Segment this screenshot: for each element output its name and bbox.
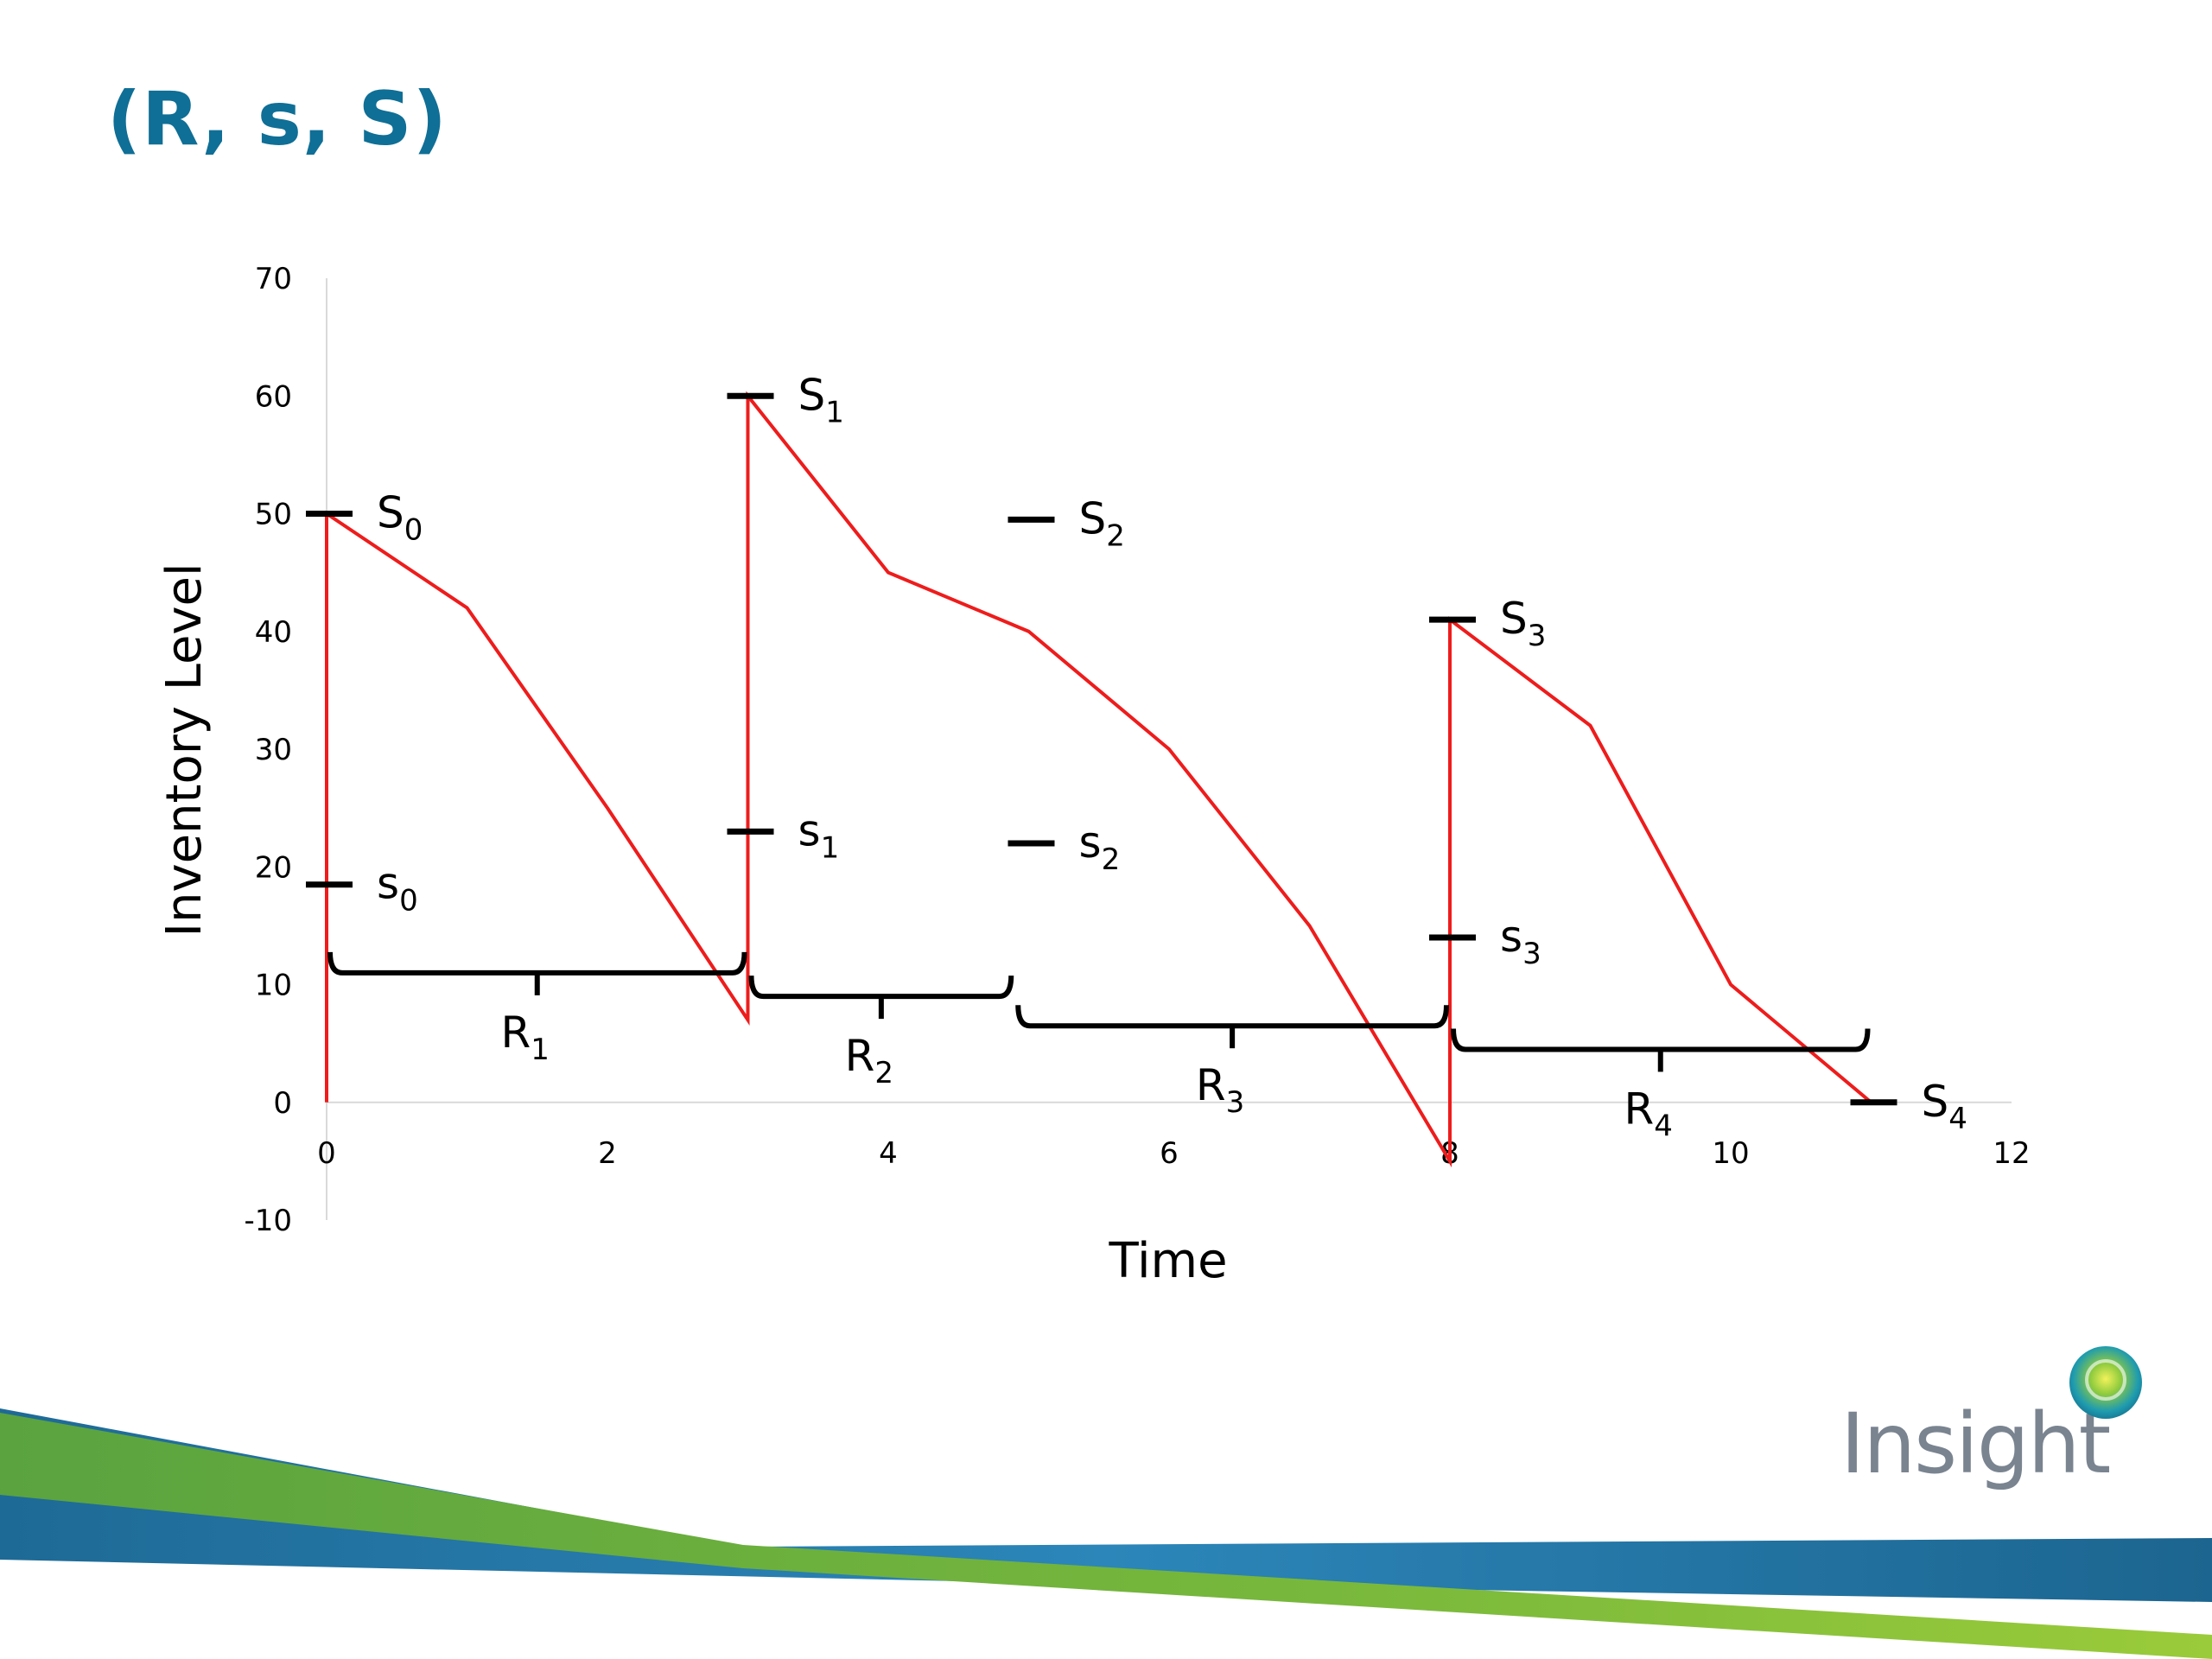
y-tick-label: 40 — [255, 615, 292, 650]
level-marker-label: S4 — [1922, 1077, 1967, 1136]
x-tick-label: 0 — [317, 1136, 336, 1171]
review-bracket — [748, 976, 1014, 1000]
review-period-label: R2 — [845, 1031, 893, 1090]
review-period-brackets: R1 R2 R3 R4 — [327, 951, 1871, 1143]
level-marker-label: s2 — [1079, 817, 1121, 877]
insight-logo: Insight — [1840, 1344, 2169, 1499]
x-tick-label: 2 — [598, 1136, 617, 1171]
decorative-band — [0, 1408, 2212, 1659]
y-tick-label: 70 — [255, 262, 292, 296]
x-tick-label: 10 — [1712, 1136, 1749, 1171]
level-marker-label: S3 — [1500, 594, 1546, 653]
series-line — [325, 391, 1872, 1168]
x-tick-label: 4 — [879, 1136, 898, 1171]
review-bracket — [327, 951, 747, 976]
y-tick-label: 60 — [255, 379, 292, 414]
review-period-label: R3 — [1196, 1060, 1244, 1120]
logo-text: Insight — [1840, 1395, 2111, 1492]
review-period-label: R1 — [501, 1007, 550, 1067]
y-tick-label: 50 — [255, 498, 292, 532]
level-marker-label: S2 — [1079, 493, 1125, 553]
x-tick-label: 12 — [1993, 1136, 2030, 1171]
x-axis-title: Time — [1108, 1233, 1227, 1289]
y-tick-label: 20 — [255, 850, 292, 885]
slide-title: (R, s, S) — [107, 76, 448, 162]
y-tick-label: 30 — [255, 733, 292, 767]
level-markers: S0 s0 S1 s1 S2 s2 S3 s3 S4 — [306, 370, 1967, 1136]
review-bracket — [1015, 1005, 1449, 1029]
y-axis-title: Inventory Level — [156, 563, 213, 937]
x-tick-label: 6 — [1160, 1136, 1179, 1171]
y-tick-label: 0 — [273, 1086, 292, 1121]
level-marker-label: s1 — [798, 805, 840, 865]
level-marker-label: S0 — [377, 488, 423, 548]
review-period-label: R4 — [1624, 1084, 1673, 1143]
y-tick-label: 10 — [255, 969, 292, 1003]
level-marker-label: s0 — [377, 859, 418, 918]
orb-icon — [2069, 1346, 2142, 1419]
level-marker-label: s3 — [1500, 912, 1541, 971]
series-layer — [325, 391, 1872, 1168]
y-tick-label: -10 — [244, 1204, 292, 1238]
level-marker-label: S1 — [798, 370, 844, 429]
